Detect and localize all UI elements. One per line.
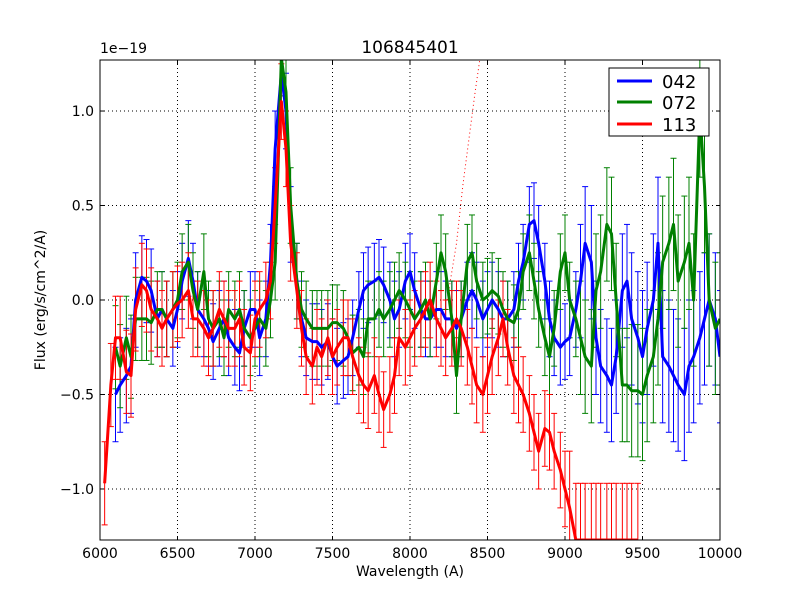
- y-tick-label: −1.0: [60, 482, 94, 498]
- x-tick-label: 9000: [547, 546, 583, 562]
- legend-label-113: 113: [662, 115, 696, 136]
- x-tick-label: 6500: [160, 546, 196, 562]
- x-axis-label: Wavelength (A): [356, 564, 464, 580]
- x-tick-label: 7500: [315, 546, 351, 562]
- y-offset-label: 1e−19: [100, 41, 147, 57]
- legend-label-072: 072: [662, 93, 696, 114]
- x-tick-label: 10000: [698, 546, 743, 562]
- legend-label-042: 042: [662, 72, 696, 93]
- x-tick-label: 8500: [470, 546, 506, 562]
- y-tick-label: 0.0: [72, 293, 94, 309]
- y-tick-label: 1.0: [72, 104, 94, 120]
- series-lines: [103, 60, 720, 540]
- x-tick-label: 7000: [237, 546, 273, 562]
- y-tick-label: −0.5: [60, 387, 94, 403]
- y-tick-label: 0.5: [72, 199, 94, 215]
- y-axis-label: Flux (erg/s/cm^2/A): [33, 230, 49, 370]
- series-line-113: [103, 100, 638, 540]
- axis-ticks: 6000 6500 7000 7500 8000 8500 9000 9500 10000 1.0…: [60, 60, 742, 562]
- x-tick-label: 9500: [625, 546, 661, 562]
- x-tick-label: 8000: [392, 546, 428, 562]
- chart-title: 106845401: [361, 38, 458, 58]
- x-tick-label: 6000: [82, 546, 118, 562]
- legend: 042 072 113: [608, 67, 710, 137]
